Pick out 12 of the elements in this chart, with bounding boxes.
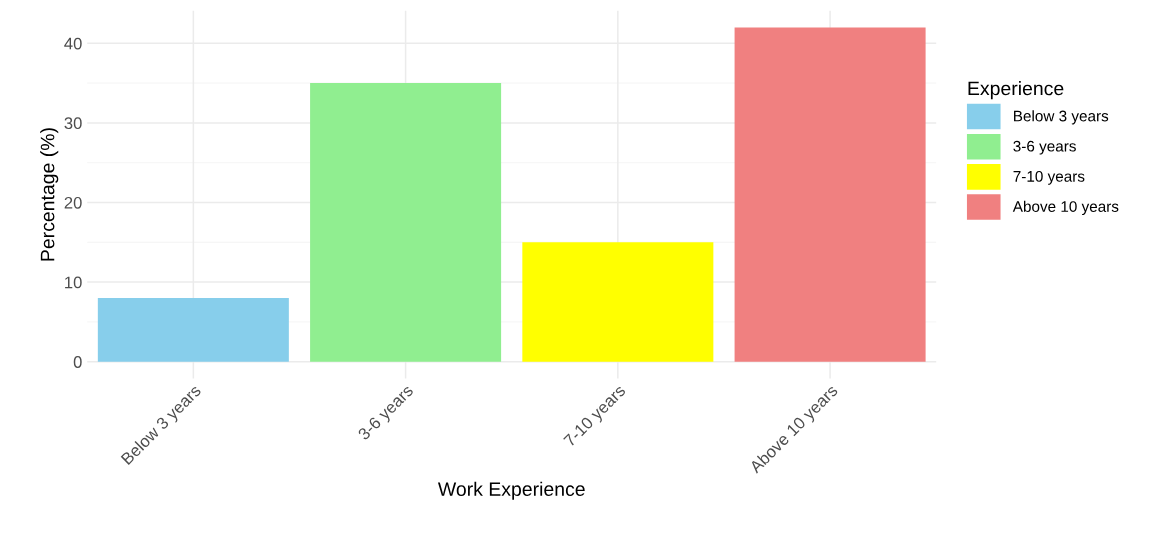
x-axis-title: Work Experience xyxy=(437,481,585,500)
y-tick-label: 40 xyxy=(64,37,82,50)
y-tick-label: 0 xyxy=(73,356,82,368)
legend-label: 3-6 years xyxy=(1013,140,1076,155)
y-axis-title: Percentage (%) xyxy=(40,128,59,261)
y-tick-label: 20 xyxy=(64,196,82,209)
legend-label: 7-10 years xyxy=(1013,170,1085,185)
legend-label: Above 10 years xyxy=(1012,200,1119,215)
legend-title: Experience xyxy=(968,81,1064,100)
legend-label: Below 3 years xyxy=(1014,110,1109,125)
y-tick-label: 30 xyxy=(64,117,82,130)
y-tick-label: 10 xyxy=(65,276,82,289)
